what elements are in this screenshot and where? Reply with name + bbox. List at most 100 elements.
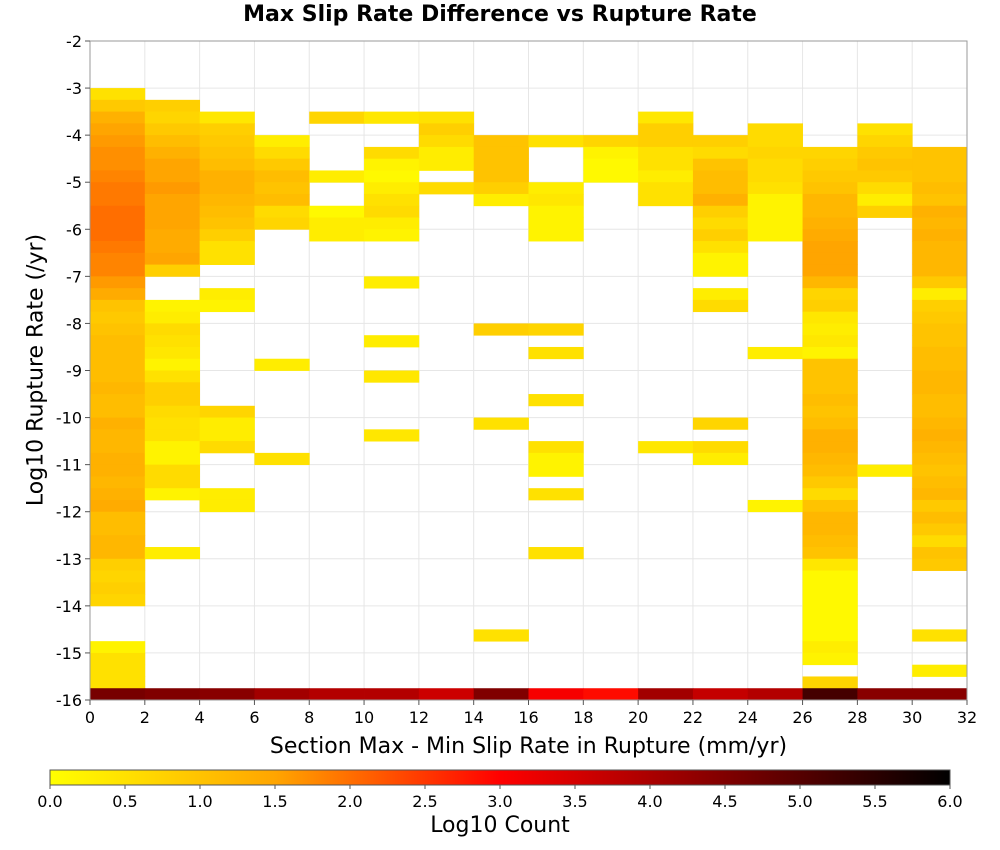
y-axis-label: Log10 Rupture Rate (/yr) bbox=[23, 233, 49, 507]
heatmap-cell bbox=[528, 182, 584, 195]
heatmap-cell bbox=[199, 252, 255, 265]
heatmap-cell bbox=[802, 523, 858, 536]
heatmap-cell bbox=[144, 146, 201, 160]
heatmap-cell bbox=[90, 264, 146, 277]
heatmap-cell bbox=[144, 429, 201, 442]
heatmap-cell bbox=[528, 394, 584, 407]
y-tick-label: -12 bbox=[56, 503, 82, 522]
x-tick-label: 28 bbox=[847, 708, 867, 727]
heatmap-cell bbox=[90, 299, 146, 313]
heatmap-cell bbox=[90, 664, 146, 677]
heatmap-cell bbox=[802, 358, 858, 371]
heatmap-cell bbox=[912, 335, 968, 348]
heatmap-cell bbox=[418, 146, 475, 160]
heatmap-cell bbox=[90, 252, 146, 265]
heatmap-cell bbox=[90, 323, 146, 336]
heatmap-cell bbox=[418, 111, 475, 124]
heatmap-cell bbox=[857, 688, 913, 701]
heatmap-cell bbox=[309, 229, 365, 242]
heatmap-cell bbox=[254, 452, 310, 466]
heatmap-cell bbox=[747, 499, 803, 513]
heatmap-cell bbox=[144, 311, 201, 324]
heatmap-cell bbox=[144, 99, 201, 113]
heatmap-cell bbox=[144, 123, 201, 136]
heatmap-cell bbox=[90, 452, 146, 466]
heatmap-cell bbox=[638, 123, 694, 136]
heatmap-cell bbox=[802, 311, 858, 324]
heatmap-cell bbox=[802, 252, 858, 265]
heatmap-cell bbox=[90, 558, 146, 571]
heatmap-cell bbox=[364, 335, 420, 348]
heatmap-cell bbox=[90, 135, 146, 148]
y-tick-label: -9 bbox=[66, 362, 82, 381]
heatmap-cell bbox=[90, 499, 146, 513]
heatmap-cell bbox=[802, 499, 858, 513]
heatmap-cell bbox=[802, 570, 858, 583]
heatmap-cell bbox=[912, 441, 968, 454]
heatmap-cell bbox=[90, 311, 146, 324]
heatmap-cell bbox=[254, 170, 310, 183]
heatmap-cell bbox=[912, 511, 968, 524]
heatmap-cell bbox=[912, 523, 968, 536]
heatmap-cell bbox=[692, 193, 749, 207]
y-tick-label: -15 bbox=[56, 644, 82, 663]
heatmap-cell bbox=[199, 417, 255, 430]
heatmap-cell bbox=[802, 217, 858, 230]
heatmap-cell bbox=[802, 641, 858, 654]
heatmap-cell bbox=[692, 241, 749, 254]
heatmap-cell bbox=[802, 370, 858, 383]
heatmap-cell bbox=[473, 182, 529, 195]
heatmap-cell bbox=[144, 229, 201, 242]
heatmap-cell bbox=[90, 229, 146, 242]
heatmap-cell bbox=[692, 288, 749, 301]
heatmap-cell bbox=[802, 452, 858, 466]
heatmap-cell bbox=[144, 241, 201, 254]
heatmap-cell bbox=[90, 511, 146, 524]
heatmap-cell bbox=[583, 170, 639, 183]
heatmap-cell bbox=[912, 629, 968, 642]
heatmap-cell bbox=[90, 241, 146, 254]
heatmap-cell bbox=[144, 370, 201, 383]
heatmap-cell bbox=[912, 311, 968, 324]
heatmap-cell bbox=[90, 205, 146, 218]
y-tick-label: -11 bbox=[56, 456, 82, 475]
heatmap-cell bbox=[912, 170, 968, 183]
heatmap-cell bbox=[144, 441, 201, 454]
heatmap-cell bbox=[802, 276, 858, 289]
heatmap-cell bbox=[254, 358, 310, 371]
heatmap-cell bbox=[583, 158, 639, 171]
heatmap-cell bbox=[90, 547, 146, 560]
y-tick-label: -14 bbox=[56, 597, 82, 616]
heatmap-cell bbox=[802, 299, 858, 313]
heatmap-cell bbox=[90, 123, 146, 136]
heatmap-cell bbox=[802, 476, 858, 489]
heatmap-cell bbox=[199, 123, 255, 136]
heatmap-cell bbox=[364, 688, 420, 701]
heatmap-cell bbox=[912, 276, 968, 289]
heatmap-cell bbox=[144, 111, 201, 124]
heatmap-cell bbox=[802, 394, 858, 407]
heatmap-cell bbox=[802, 417, 858, 430]
heatmap-cell bbox=[473, 323, 529, 336]
heatmap-cell bbox=[364, 429, 420, 442]
heatmap-cell bbox=[747, 217, 803, 230]
heatmap-cell bbox=[747, 205, 803, 218]
heatmap-cell bbox=[90, 88, 146, 101]
heatmap-cell bbox=[802, 323, 858, 336]
heatmap-cell bbox=[638, 182, 694, 195]
x-tick-label: 4 bbox=[195, 708, 205, 727]
x-tick-label: 24 bbox=[738, 708, 758, 727]
heatmap-cell bbox=[638, 688, 694, 701]
heatmap-cell bbox=[528, 193, 584, 207]
heatmap-cell bbox=[912, 146, 968, 160]
heatmap-cell bbox=[747, 170, 803, 183]
heatmap-cell bbox=[857, 193, 913, 207]
heatmap-cell bbox=[802, 170, 858, 183]
heatmap-cell bbox=[144, 217, 201, 230]
heatmap-cell bbox=[90, 570, 146, 583]
heatmap-cell bbox=[90, 370, 146, 383]
heatmap-cell bbox=[90, 441, 146, 454]
x-tick-label: 16 bbox=[518, 708, 538, 727]
heatmap-cell bbox=[364, 158, 420, 171]
heatmap-cell bbox=[90, 193, 146, 207]
